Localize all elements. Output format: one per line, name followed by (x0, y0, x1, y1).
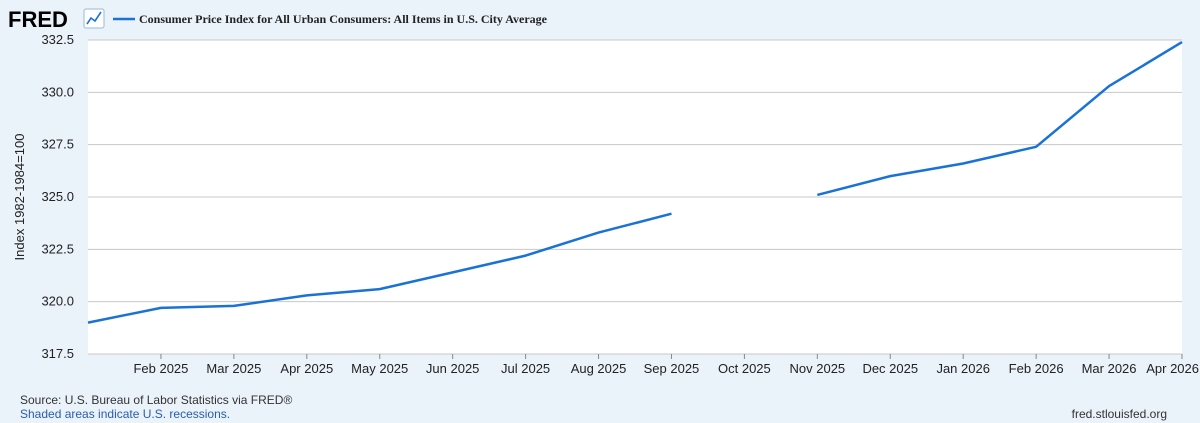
data-point[interactable] (887, 173, 893, 179)
fred-logo[interactable]: FRED (8, 7, 105, 32)
data-point[interactable] (85, 320, 91, 326)
y-tick-label: 330.0 (41, 84, 74, 99)
y-tick-label: 332.5 (41, 32, 74, 47)
logo-text: FRED (8, 7, 68, 32)
data-point[interactable] (377, 286, 383, 292)
data-point[interactable] (814, 192, 820, 198)
legend-label: Consumer Price Index for All Urban Consu… (139, 12, 548, 26)
x-tick-label: Oct 2025 (718, 361, 771, 376)
data-point[interactable] (960, 161, 966, 167)
data-point[interactable] (1106, 83, 1112, 89)
data-point[interactable] (158, 305, 164, 311)
series-line[interactable] (87, 212, 672, 324)
data-point[interactable] (596, 230, 602, 236)
x-tick-label: Apr 2026 (1146, 361, 1199, 376)
x-tick-label: Apr 2025 (280, 361, 333, 376)
y-tick-label: 322.5 (41, 241, 74, 256)
x-tick-label: Feb 2025 (133, 361, 188, 376)
y-tick-label: 317.5 (41, 346, 74, 361)
series-layer (85, 39, 1185, 326)
x-tick-label: Feb 2026 (1009, 361, 1064, 376)
x-tick-label: Aug 2025 (571, 361, 627, 376)
website-url: fred.stlouisfed.org (1071, 407, 1167, 421)
y-tick-label: 325.0 (41, 189, 74, 204)
data-point[interactable] (1033, 144, 1039, 150)
x-tick-label: Jan 2026 (936, 361, 990, 376)
y-tick-label: 320.0 (41, 294, 74, 309)
x-tick-label: Sep 2025 (644, 361, 700, 376)
x-tick-label: Jul 2025 (501, 361, 550, 376)
data-point[interactable] (669, 211, 675, 217)
legend[interactable]: Consumer Price Index for All Urban Consu… (113, 12, 548, 26)
x-tick-label: Dec 2025 (862, 361, 918, 376)
y-tick-label: 327.5 (41, 137, 74, 152)
source-note: Source: U.S. Bureau of Labor Statistics … (20, 393, 293, 407)
series-line[interactable] (816, 41, 1183, 197)
y-axis-title: Index 1982-1984=100 (12, 134, 27, 261)
x-axis: Feb 2025 Mar 2025 Apr 2025 May 2025 Jun 2025… (133, 354, 1199, 376)
data-point[interactable] (523, 253, 529, 259)
y-axis: 317.5 320.0 322.5 325.0 327.5 330.0 332.5 (41, 32, 74, 361)
trend-line-icon (83, 8, 105, 29)
data-point[interactable] (231, 303, 237, 309)
recession-note-link[interactable]: Shaded areas indicate U.S. recessions. (20, 407, 231, 421)
x-tick-label: Mar 2025 (206, 361, 261, 376)
x-tick-label: Mar 2026 (1082, 361, 1137, 376)
data-point[interactable] (450, 269, 456, 275)
data-point[interactable] (1179, 39, 1185, 45)
data-point[interactable] (304, 292, 310, 298)
x-tick-label: Nov 2025 (790, 361, 846, 376)
x-tick-label: May 2025 (351, 361, 408, 376)
x-tick-label: Jun 2025 (426, 361, 480, 376)
